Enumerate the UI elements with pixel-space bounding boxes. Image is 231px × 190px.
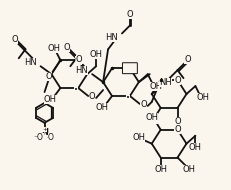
Text: HN: HN	[24, 58, 36, 67]
Text: OH: OH	[154, 165, 167, 174]
Text: O: O	[45, 72, 52, 81]
Text: OH: OH	[145, 113, 158, 122]
Text: O: O	[76, 55, 82, 64]
Text: O: O	[173, 117, 180, 126]
Text: OH: OH	[89, 50, 102, 59]
Text: OH: OH	[48, 44, 61, 53]
FancyBboxPatch shape	[122, 63, 137, 74]
Text: HN: HN	[105, 33, 118, 42]
Text: O: O	[126, 10, 133, 19]
Text: •: •	[74, 87, 78, 93]
Text: NH: NH	[158, 78, 171, 87]
Text: O: O	[47, 133, 53, 142]
Text: +: +	[42, 127, 47, 132]
Text: N: N	[41, 128, 48, 137]
Text: O: O	[75, 56, 81, 65]
Text: OH: OH	[132, 133, 145, 142]
Text: O: O	[183, 55, 190, 64]
Text: •: •	[125, 95, 129, 101]
Text: ⁻O: ⁻O	[33, 133, 43, 142]
Text: HN: HN	[75, 66, 88, 75]
Text: OH: OH	[188, 143, 201, 152]
Text: OH: OH	[149, 82, 161, 91]
Text: Abs: Abs	[124, 66, 135, 71]
Text: O: O	[173, 125, 180, 134]
Text: O: O	[88, 93, 95, 101]
Text: O: O	[140, 101, 146, 109]
Text: OH: OH	[196, 93, 209, 102]
Text: OH: OH	[182, 165, 195, 174]
Text: OH: OH	[44, 95, 57, 104]
Text: OH: OH	[95, 103, 108, 112]
Text: O: O	[173, 76, 180, 85]
Text: O: O	[11, 35, 18, 44]
Text: OH: OH	[145, 115, 158, 124]
Text: O: O	[63, 43, 69, 52]
